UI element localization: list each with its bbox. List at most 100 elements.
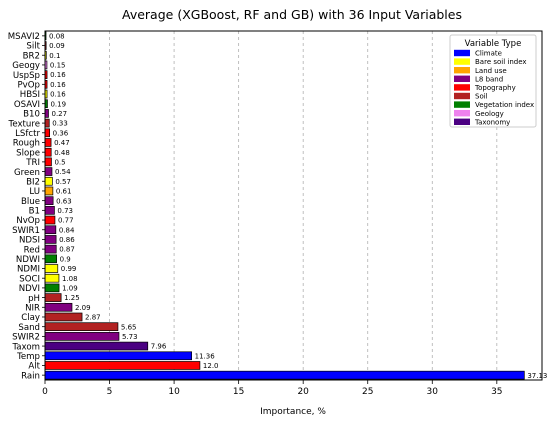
bar-ndsi — [44, 235, 57, 244]
legend-swatch — [454, 92, 470, 100]
bar-b1 — [44, 206, 55, 215]
legend-swatch — [454, 84, 470, 91]
bar-clay — [44, 312, 83, 322]
bar-value-label: 0.47 — [54, 139, 70, 147]
x-tick-label: 35 — [491, 387, 502, 397]
legend-label: Bare soil index — [475, 58, 527, 66]
legend-label: Geology — [475, 110, 504, 118]
bar-value-label: 0.87 — [59, 246, 75, 254]
legend-label: Soil — [475, 93, 488, 101]
y-tick-label: NDSI — [19, 236, 40, 246]
y-tick-label: NIR — [25, 303, 40, 313]
bar-value-label: 1.09 — [62, 285, 78, 293]
legend-swatch — [454, 75, 470, 82]
y-tick-label: OSAVI — [14, 100, 40, 110]
bar-b10 — [44, 109, 49, 118]
legend-label: Taxonomy — [474, 118, 510, 126]
bar-value-label: 0.63 — [56, 197, 72, 205]
bar-taxom — [44, 341, 149, 351]
bar-value-label: 0.9 — [60, 255, 71, 263]
y-tick-label: Rain — [21, 371, 40, 381]
plot-frame — [44, 30, 543, 381]
bar-rough — [44, 138, 52, 147]
bar-value-label: 0.57 — [55, 178, 71, 186]
bar-sand — [44, 322, 119, 332]
bar-rain — [44, 370, 525, 380]
bar-value-label: 12.0 — [203, 362, 219, 370]
y-tick-label: NvOp — [16, 216, 40, 226]
y-tick-label: TRI — [25, 158, 40, 168]
y-tick-label: Taxom — [11, 342, 40, 352]
legend-swatch — [454, 58, 470, 65]
bar-value-label: 0.54 — [55, 168, 71, 176]
y-tick-label: Temp — [16, 352, 40, 362]
bar-ndmi — [44, 264, 59, 273]
bar-value-label: 0.27 — [51, 110, 67, 118]
bar-lu — [44, 186, 54, 196]
legend-swatch — [454, 110, 470, 117]
bar-ph — [44, 293, 62, 302]
bar-value-label: 0.36 — [53, 129, 69, 137]
x-tick-label: 10 — [168, 387, 180, 397]
bar-value-label: 2.87 — [85, 314, 101, 322]
y-tick-label: B10 — [23, 110, 40, 120]
y-tick-label: Slope — [16, 148, 40, 158]
x-tick-label: 25 — [362, 387, 373, 397]
bar-blue — [44, 196, 54, 205]
y-tick-label: Red — [24, 245, 40, 255]
x-tick-label: 0 — [42, 387, 48, 397]
bar-value-label: 1.25 — [64, 294, 80, 302]
y-tick-label: Silt — [26, 42, 40, 52]
y-tick-label: Texture — [8, 119, 40, 129]
chart-title: Average (XGBoost, RF and GB) with 36 Inp… — [122, 7, 462, 22]
bar-value-label: 0.16 — [50, 71, 66, 79]
bar-value-label: 0.33 — [52, 120, 68, 128]
x-tick-label: 30 — [427, 387, 439, 397]
bar-value-label: 7.96 — [151, 343, 167, 351]
bar-value-label: 0.16 — [50, 81, 66, 89]
bar-value-label: 0.1 — [49, 52, 60, 60]
bar-value-label: 0.84 — [59, 226, 75, 234]
x-axis-label: Importance, % — [260, 407, 326, 417]
bar-slope — [44, 147, 52, 157]
y-tick-label: PvOp — [18, 81, 41, 91]
bar-value-label: 5.65 — [121, 323, 137, 331]
legend-swatch — [454, 118, 470, 125]
y-tick-label: NDWI — [16, 255, 40, 265]
y-tick-label: Geogy — [12, 61, 40, 71]
bar-value-label: 0.5 — [54, 158, 65, 166]
y-tick-label: SWIR2 — [12, 333, 40, 343]
bar-value-label: 0.09 — [49, 42, 65, 50]
y-tick-label: Sand — [18, 323, 40, 333]
bar-ndwi — [44, 254, 57, 264]
legend-label: Land use — [475, 67, 507, 75]
y-tick-label: LU — [29, 187, 40, 197]
legend-frame — [449, 34, 537, 128]
bar-value-label: 5.73 — [122, 333, 138, 341]
y-tick-label: Rough — [13, 139, 40, 149]
bar-lsfctr — [44, 128, 50, 138]
y-tick-label: LSfctr — [15, 129, 40, 139]
bar-value-label: 2.09 — [75, 304, 91, 312]
bar-green — [44, 167, 53, 176]
y-tick-label: NDVI — [19, 284, 40, 294]
bar-bi2 — [44, 176, 53, 186]
bar-value-label: 0.73 — [57, 207, 73, 215]
legend-swatch — [454, 49, 470, 57]
y-tick-label: B1 — [29, 207, 40, 217]
bar-nir — [44, 302, 73, 312]
y-tick-label: MSAVI2 — [8, 32, 40, 42]
legend-swatch — [454, 67, 470, 74]
y-tick-label: Green — [14, 168, 40, 178]
legend-label: L8 band — [475, 75, 503, 83]
legend-label: Topography — [474, 84, 516, 92]
y-tick-label: NDMI — [17, 265, 40, 275]
y-tick-label: UspSp — [13, 71, 40, 81]
bar-value-label: 0.15 — [50, 62, 66, 70]
y-tick-label: BR2 — [23, 51, 40, 61]
y-tick-label: SOCI — [19, 274, 40, 284]
bar-value-label: 0.16 — [50, 91, 66, 99]
y-tick-label: Blue — [21, 197, 40, 207]
